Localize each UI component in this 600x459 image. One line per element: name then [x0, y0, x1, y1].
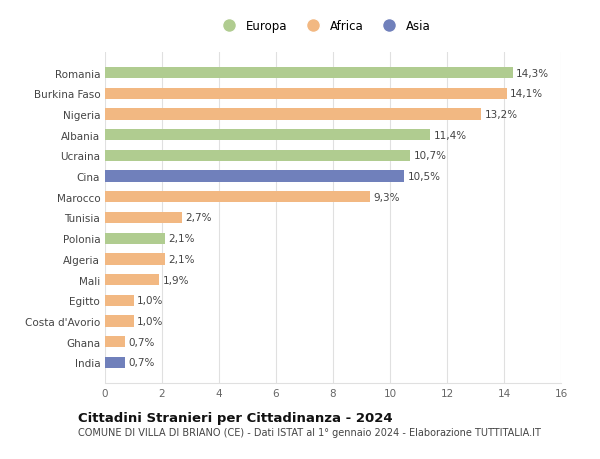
Text: 10,7%: 10,7%	[413, 151, 446, 161]
Bar	[105, 109, 481, 120]
Bar	[105, 357, 125, 368]
Bar	[105, 130, 430, 141]
Text: 1,0%: 1,0%	[137, 316, 163, 326]
Bar	[105, 254, 165, 265]
Bar	[105, 151, 410, 162]
Bar	[105, 295, 133, 306]
Bar	[105, 316, 133, 327]
Text: 11,4%: 11,4%	[433, 130, 466, 140]
Bar	[105, 213, 182, 224]
Text: 9,3%: 9,3%	[373, 192, 400, 202]
Text: 2,1%: 2,1%	[168, 254, 195, 264]
Text: 1,0%: 1,0%	[137, 296, 163, 306]
Bar	[105, 233, 165, 244]
Text: 2,7%: 2,7%	[185, 213, 212, 223]
Text: COMUNE DI VILLA DI BRIANO (CE) - Dati ISTAT al 1° gennaio 2024 - Elaborazione TU: COMUNE DI VILLA DI BRIANO (CE) - Dati IS…	[78, 427, 541, 437]
Text: 2,1%: 2,1%	[168, 234, 195, 244]
Text: 0,7%: 0,7%	[128, 337, 155, 347]
Text: 13,2%: 13,2%	[485, 110, 518, 120]
Text: 10,5%: 10,5%	[407, 172, 440, 182]
Bar	[105, 336, 125, 347]
Bar	[105, 274, 159, 285]
Legend: Europa, Africa, Asia: Europa, Africa, Asia	[212, 16, 435, 38]
Text: 14,1%: 14,1%	[510, 89, 544, 99]
Text: 14,3%: 14,3%	[516, 68, 549, 78]
Text: 0,7%: 0,7%	[128, 358, 155, 368]
Bar	[105, 89, 507, 100]
Bar	[105, 192, 370, 203]
Bar	[105, 68, 512, 79]
Text: 1,9%: 1,9%	[163, 275, 189, 285]
Text: Cittadini Stranieri per Cittadinanza - 2024: Cittadini Stranieri per Cittadinanza - 2…	[78, 412, 392, 425]
Bar	[105, 171, 404, 182]
